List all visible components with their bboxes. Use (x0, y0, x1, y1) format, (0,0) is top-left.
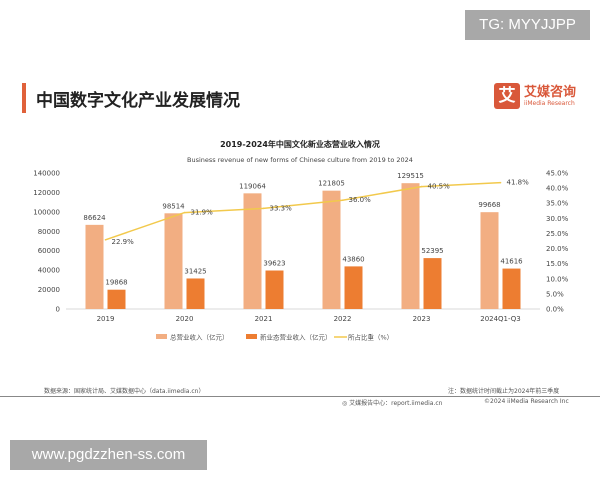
legend-swatch (246, 334, 257, 339)
y2-tick-label: 20.0% (546, 245, 569, 253)
legend-swatch (156, 334, 167, 339)
share-point (262, 207, 265, 210)
watermark-tg: TG: MYYJJPP (465, 10, 590, 40)
x-tick-label: 2022 (334, 315, 352, 323)
x-tick-label: 2024Q1-Q3 (480, 315, 521, 323)
bar-new (107, 289, 126, 309)
share-label: 33.3% (270, 204, 293, 212)
share-point (499, 181, 502, 184)
legend-label: 新业态营业收入（亿元） (260, 333, 332, 342)
bar-total (164, 213, 183, 309)
share-label: 31.9% (191, 209, 214, 217)
bar-value-label: 19868 (105, 279, 127, 287)
iimedia-logo: 艾 艾媒咨询 iiMedia Research (494, 83, 576, 109)
revenue-chart: 2019-2024年中国文化新业态营业收入情况 Business revenue … (33, 139, 569, 342)
logo-en: iiMedia Research (524, 99, 575, 107)
bar-new (344, 266, 363, 309)
y-tick-label: 120000 (33, 189, 60, 197)
share-point (104, 238, 107, 241)
data-note: 注：数据统计时间截止为2024年前三季度 (448, 388, 560, 395)
bar-value-label: 99668 (478, 201, 500, 209)
title-accent-bar (22, 83, 26, 113)
y-tick-label: 20000 (38, 286, 60, 294)
bar-value-label: 41616 (500, 258, 523, 266)
y2-tick-label: 0.0% (546, 306, 564, 314)
y2-tick-label: 25.0% (546, 230, 569, 238)
share-point (341, 199, 344, 201)
share-label: 41.8% (507, 179, 530, 187)
bar-new (265, 270, 284, 309)
x-tick-label: 2021 (255, 315, 273, 323)
y-tick-label: 60000 (38, 247, 60, 255)
y-tick-label: 100000 (33, 208, 60, 216)
bar-value-label: 121805 (318, 180, 345, 188)
bar-total (480, 212, 499, 309)
y-tick-label: 40000 (38, 267, 60, 275)
logo-cn: 艾媒咨询 (524, 84, 577, 100)
y2-tick-label: 40.0% (546, 185, 569, 193)
copyright: ©2024 iiMedia Research Inc (484, 398, 569, 405)
chart-subtitle: Business revenue of new forms of Chinese… (187, 156, 413, 164)
share-label: 36.0% (349, 196, 372, 204)
y-tick-label: 140000 (33, 170, 60, 178)
bar-value-label: 86624 (83, 214, 106, 222)
legend-label: 总营业收入（亿元） (170, 333, 229, 342)
x-tick-label: 2019 (97, 315, 115, 323)
chart-title: 2019-2024年中国文化新业态营业收入情况 (220, 139, 380, 149)
bar-new (423, 258, 442, 309)
x-tick-label: 2020 (176, 315, 194, 323)
bar-value-label: 129515 (397, 172, 424, 180)
bar-total (401, 183, 420, 309)
y2-tick-label: 10.0% (546, 275, 569, 283)
bar-total (243, 193, 262, 309)
x-tick-label: 2023 (413, 315, 431, 323)
y-tick-label: 80000 (38, 228, 60, 236)
y2-tick-label: 15.0% (546, 260, 569, 268)
bar-new (186, 278, 205, 309)
logo-mark: 艾 (494, 83, 520, 109)
data-source: 数据来源：国家统计局、艾媒数据中心（data.iimedia.cn） (44, 388, 205, 395)
y2-tick-label: 35.0% (546, 200, 569, 208)
report-center: ◎ 艾媒报告中心：report.iimedia.cn (342, 398, 442, 407)
share-label: 40.5% (428, 183, 451, 191)
y2-tick-label: 5.0% (546, 290, 564, 298)
watermark-site: www.pgdzzhen-ss.com (10, 440, 207, 470)
share-label: 22.9% (112, 238, 135, 246)
bar-value-label: 31425 (184, 267, 206, 275)
report-link[interactable]: 艾媒报告中心：report.iimedia.cn (349, 400, 443, 407)
footer-divider (0, 396, 600, 397)
bar-value-label: 52395 (421, 247, 443, 255)
bar-value-label: 119064 (239, 182, 266, 190)
page-title: 中国数字文化产业发展情况 (36, 91, 240, 111)
bar-total (322, 190, 341, 309)
bar-new (502, 268, 521, 309)
bar-value-label: 39623 (263, 260, 285, 268)
globe-icon: ◎ (342, 400, 350, 407)
bar-total (85, 224, 104, 309)
bar-value-label: 43860 (342, 255, 364, 263)
y2-tick-label: 45.0% (546, 170, 569, 178)
y-tick-label: 0 (56, 306, 60, 314)
y2-tick-label: 30.0% (546, 215, 569, 223)
bar-value-label: 98514 (162, 202, 185, 210)
legend-label: 所占比重（%） (348, 333, 393, 342)
share-point (183, 211, 186, 214)
share-line (105, 181, 501, 241)
share-point (420, 185, 423, 188)
